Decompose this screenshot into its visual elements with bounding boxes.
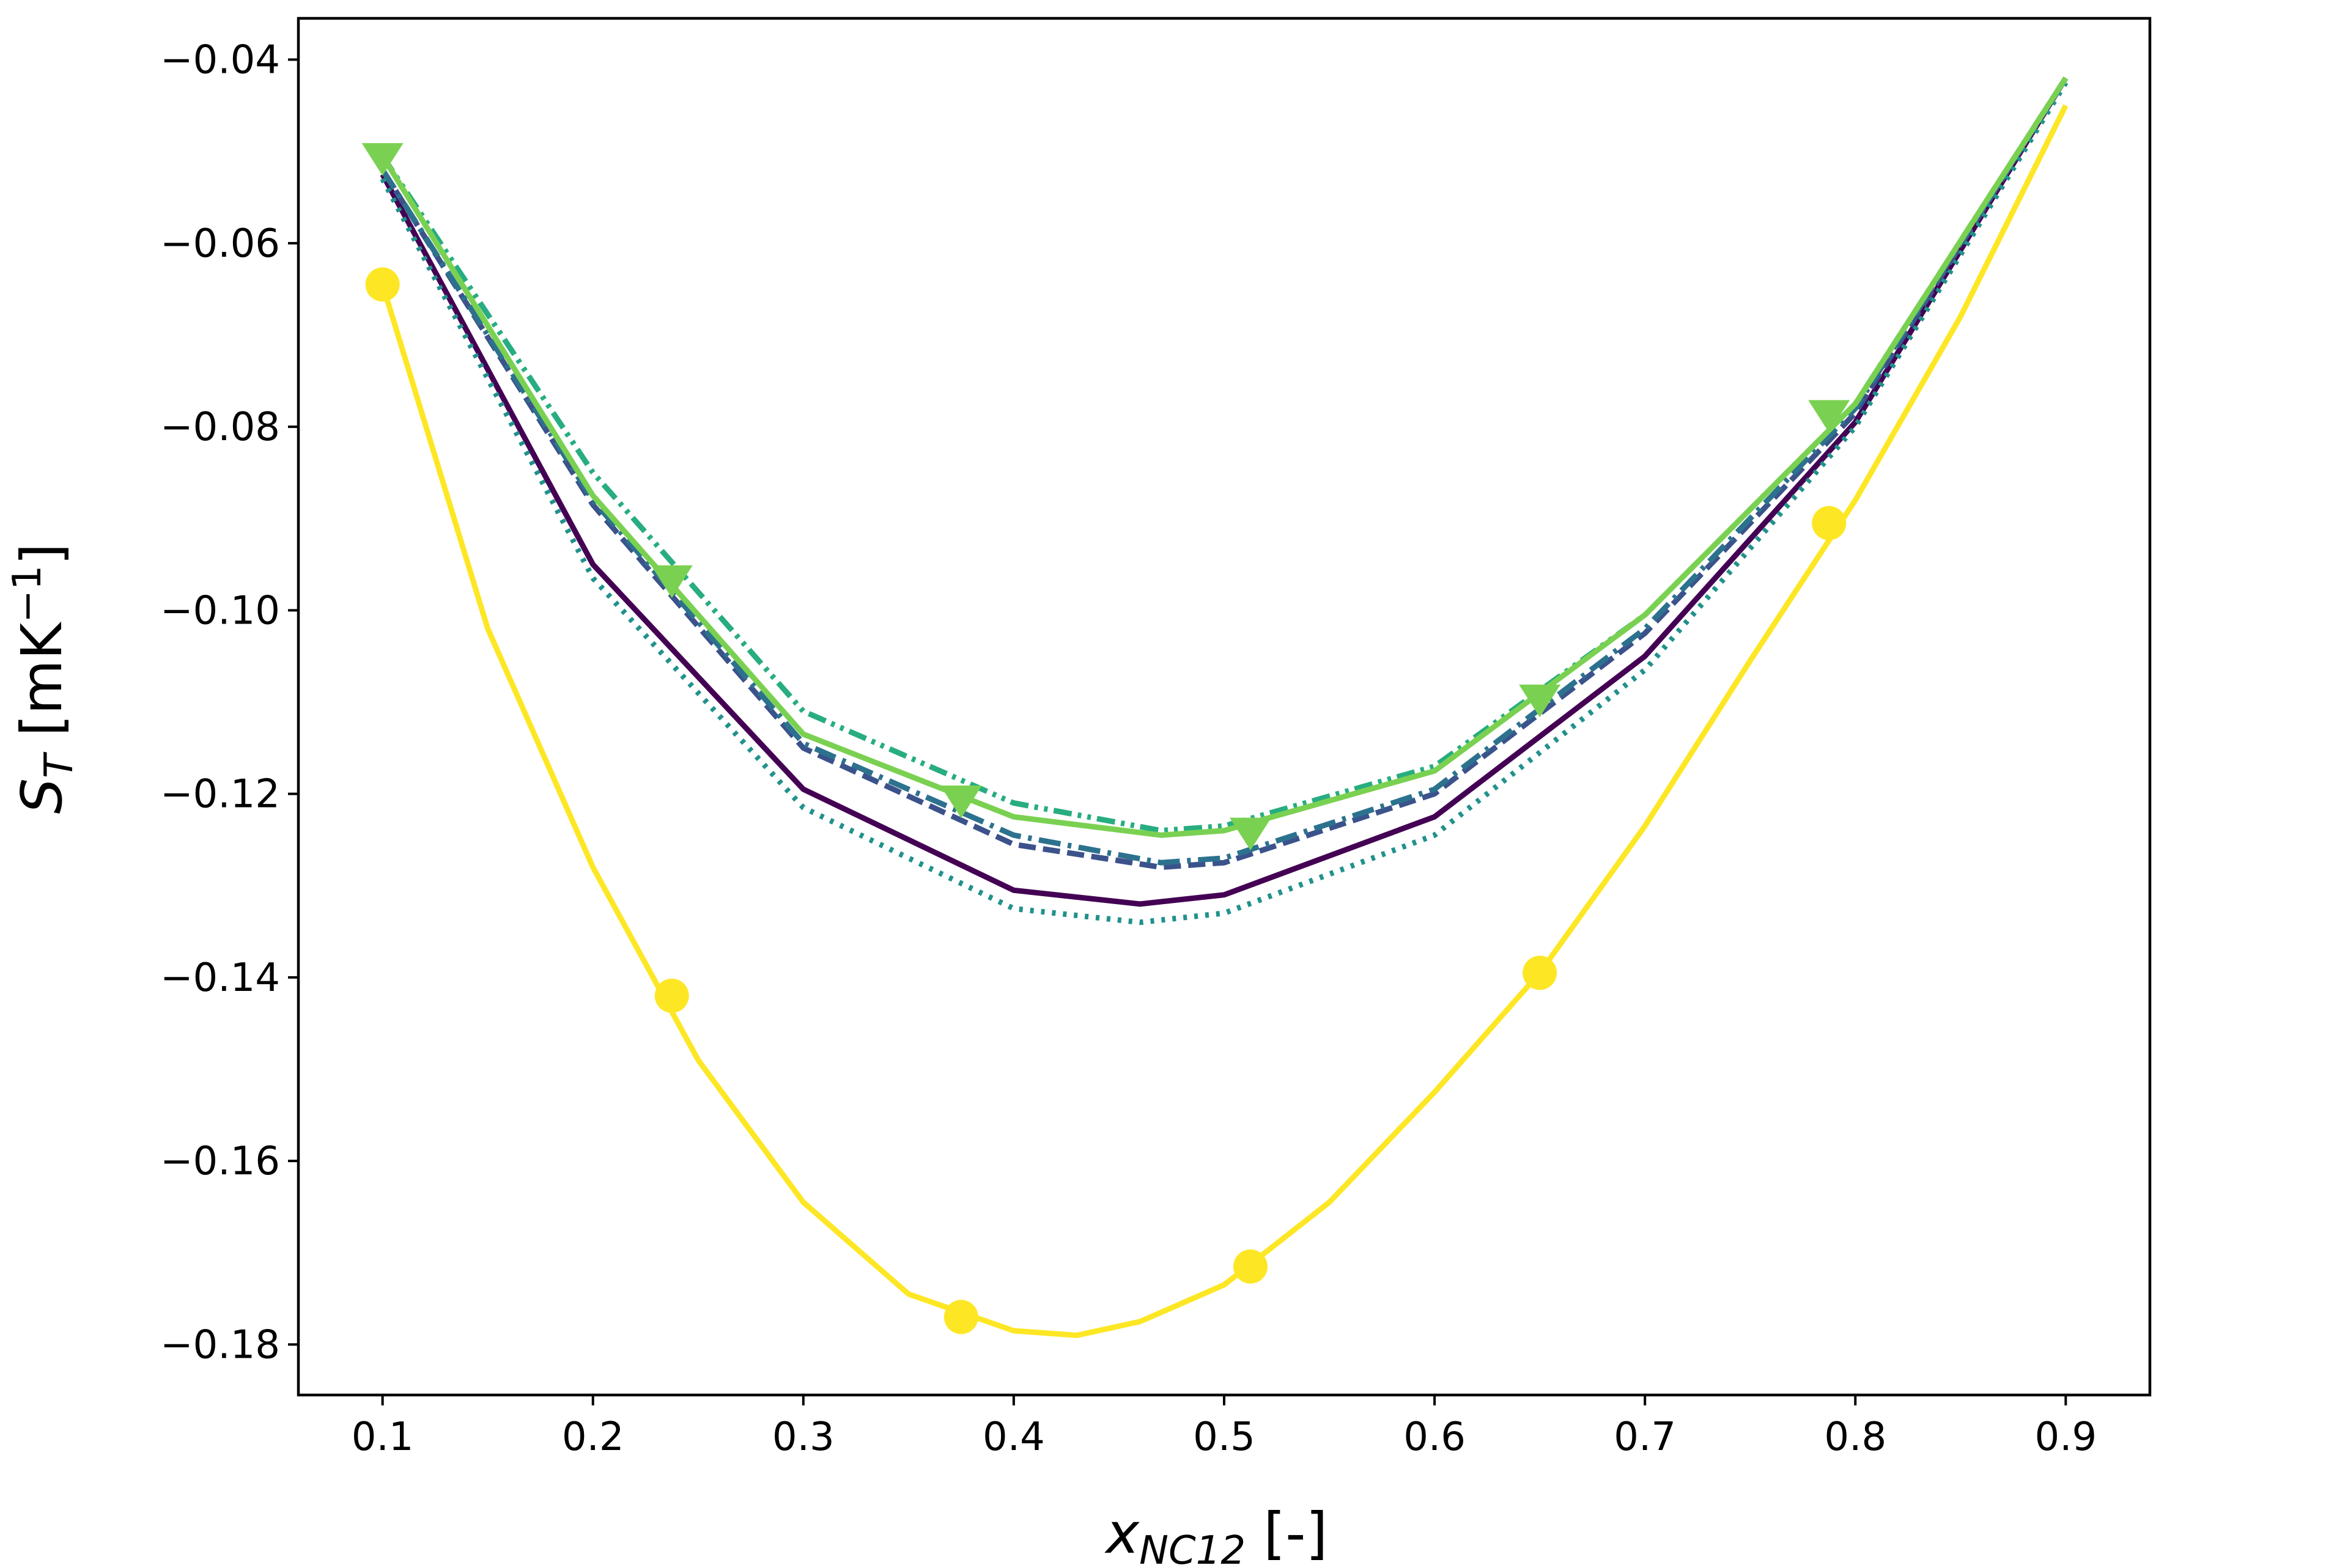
y-axis-label-exponent: −1 (5, 565, 50, 622)
series-7-marker (943, 1300, 978, 1334)
x-tick-label: 0.5 (1193, 1415, 1255, 1460)
y-tick-label: −0.16 (160, 1139, 280, 1184)
y-tick-label: −0.18 (160, 1322, 280, 1367)
x-axis-label: xNC12 [-] (1104, 1501, 1328, 1568)
series-line-4 (380, 81, 2069, 926)
x-tick-label: 0.1 (352, 1415, 414, 1460)
x-axis-label-sub: NC12 (1139, 1528, 1246, 1568)
x-tick-label: 0.3 (772, 1415, 835, 1460)
x-axis-label-unit: [-] (1246, 1501, 1327, 1566)
y-axis-label-unit-open: [mK (9, 621, 75, 754)
series-6-marker (940, 786, 982, 819)
series-6-marker (1519, 684, 1561, 718)
series-6-marker (651, 565, 693, 598)
series-line-6 (380, 76, 2069, 838)
series-7-marker (1812, 506, 1847, 540)
series-line-2 (380, 76, 2069, 870)
series-line-3 (380, 76, 2069, 866)
y-tick-label: −0.10 (160, 588, 280, 633)
series-7-marker (1523, 955, 1557, 990)
series-line-7 (380, 104, 2069, 1338)
series-7-marker (654, 978, 689, 1013)
x-tick-label: 0.2 (562, 1415, 624, 1460)
axes-frame (297, 17, 2152, 1397)
y-tick-label: −0.04 (160, 38, 280, 83)
x-axis-label-var: x (1104, 1501, 1140, 1566)
series-7-marker (1233, 1249, 1268, 1284)
y-tick-label: −0.14 (160, 955, 280, 1001)
x-tick-label: 0.4 (983, 1415, 1045, 1460)
series-line-1 (380, 76, 2069, 907)
y-tick-label: −0.12 (160, 772, 280, 817)
y-axis-label-sub: T (37, 751, 82, 778)
plot-area (361, 76, 2069, 1338)
y-axis-label-var: S (9, 778, 75, 814)
y-axis-ticks: −0.18 −0.16 −0.14 −0.12 −0.10 −0.08 −0.06 −0.04 (160, 38, 298, 1367)
x-tick-label: 0.6 (1403, 1415, 1466, 1460)
series-6-marker (361, 143, 404, 176)
y-axis-label: ST [mK−1] (5, 543, 82, 814)
x-tick-label: 0.7 (1614, 1415, 1676, 1460)
x-tick-label: 0.8 (1824, 1415, 1886, 1460)
x-axis-ticks: 0.1 0.2 0.3 0.4 0.5 0.6 0.7 0.8 0.9 (352, 1395, 2097, 1460)
y-tick-label: −0.08 (160, 405, 280, 450)
x-tick-label: 0.9 (2034, 1415, 2097, 1460)
series-6-marker (1230, 817, 1272, 850)
series-6-marker (1808, 400, 1850, 433)
y-axis-label-unit-close: ] (9, 543, 75, 565)
y-tick-label: −0.06 (160, 221, 280, 267)
series-7-marker (365, 267, 400, 302)
